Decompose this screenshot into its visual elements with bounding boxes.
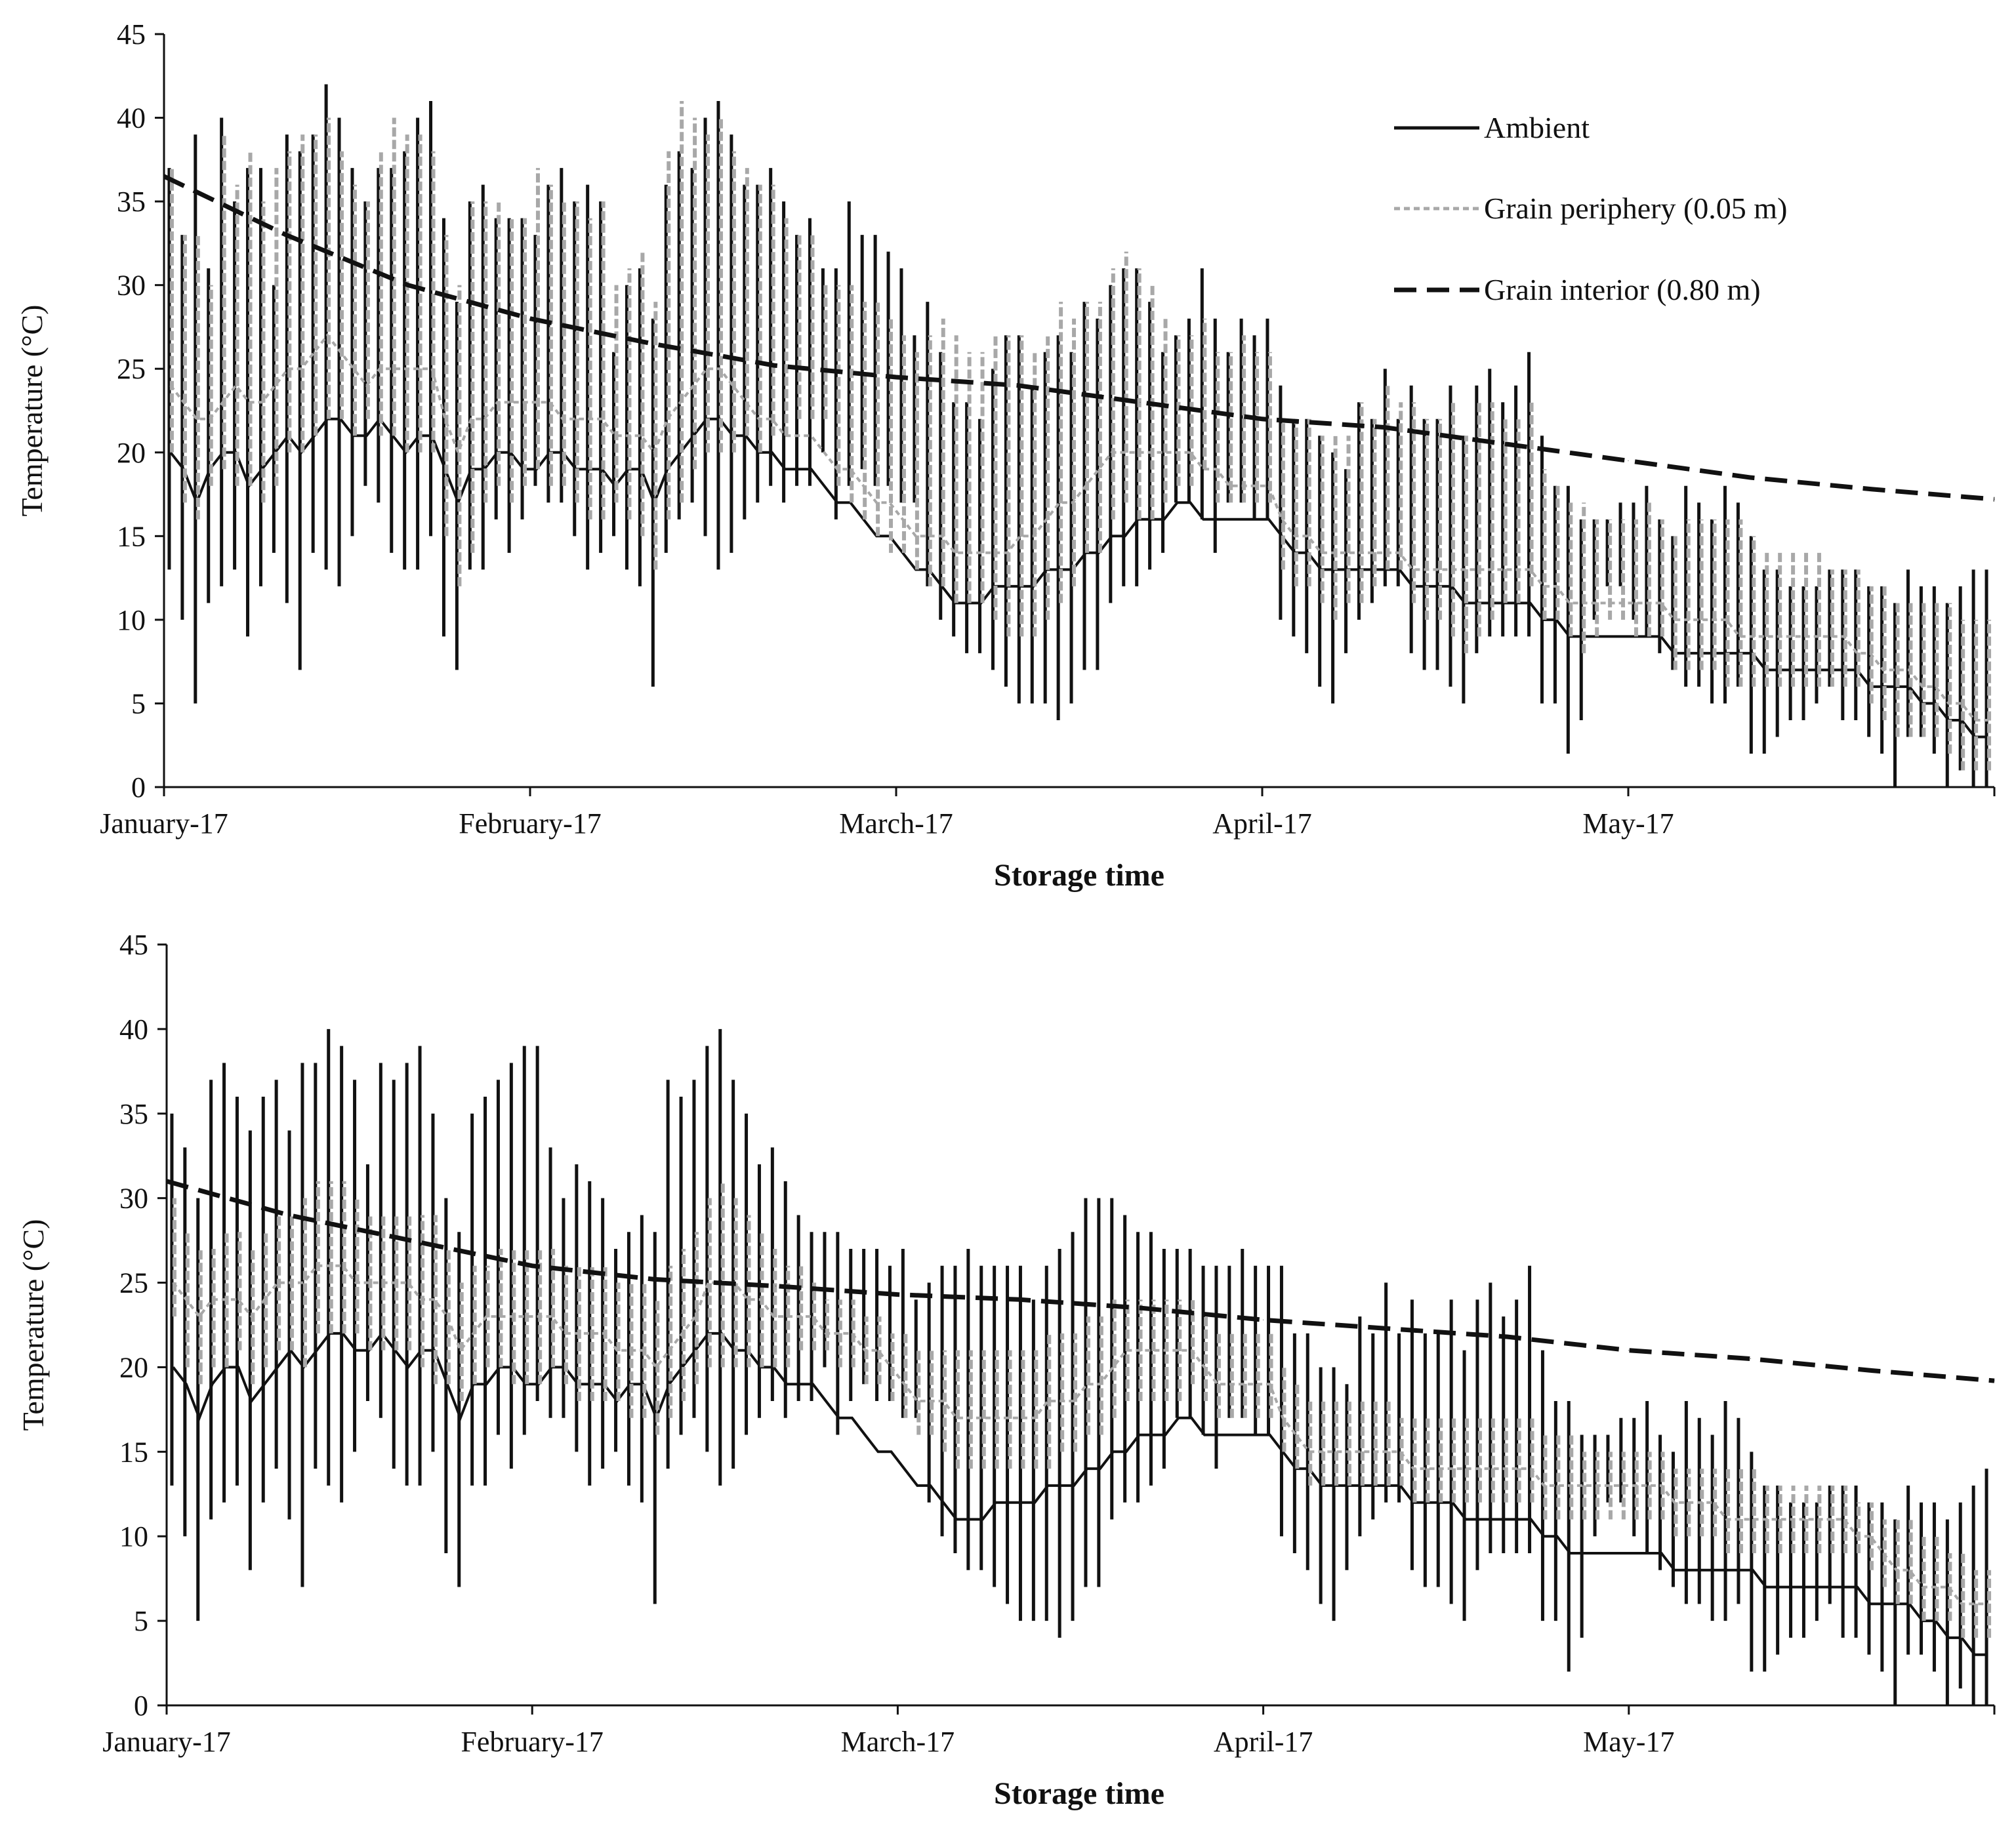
chart-top: 0 5 10 15 20 25 30 35 40 45 January-17 February-17… bbox=[15, 18, 1996, 893]
y-tick-label-bottom: 45 bbox=[119, 929, 148, 961]
grain-interior-0-80-m-point bbox=[529, 318, 531, 319]
y-tick-label-bottom: 5 bbox=[134, 1605, 148, 1637]
grain-interior-0-80-m-point bbox=[1141, 1307, 1142, 1309]
series-grain-periphery-0-05-m-bottom bbox=[172, 1181, 1992, 1638]
y-tick-label-bottom: 15 bbox=[119, 1436, 148, 1468]
y-tick-label-top: 35 bbox=[117, 186, 146, 218]
grain-interior-0-80-m-point bbox=[1872, 1370, 1873, 1372]
x-axis-title-top: Storage time bbox=[994, 858, 1164, 893]
y-axis-title-bottom: Temperature (°C) bbox=[16, 1219, 50, 1431]
y-tick-label-top: 0 bbox=[131, 771, 146, 803]
x-tick-label-bottom: February-17 bbox=[461, 1726, 604, 1758]
plot-area-bottom bbox=[166, 1028, 1995, 1705]
x-tick-label-top: March-17 bbox=[839, 807, 953, 840]
x-tick-label-bottom: April-17 bbox=[1214, 1726, 1313, 1758]
plot-area-top bbox=[163, 84, 1995, 787]
grain-interior-0-80-m-point bbox=[1994, 498, 1995, 500]
y-tick-label-top: 10 bbox=[117, 604, 146, 636]
legend: Ambient Grain periphery (0.05 m) Grain i… bbox=[1394, 111, 1787, 306]
x-tick-label-top: April-17 bbox=[1212, 807, 1312, 840]
y-tick-label-bottom: 30 bbox=[119, 1183, 148, 1215]
y-tick-label-bottom: 35 bbox=[119, 1098, 148, 1130]
grain-interior-0-80-m-point bbox=[1262, 418, 1263, 420]
grain-interior-0-80-m-point bbox=[653, 1278, 655, 1280]
grain-interior-0-80-m-point bbox=[651, 343, 653, 344]
y-tick-label-bottom: 40 bbox=[119, 1013, 148, 1046]
series-ambient-top bbox=[167, 84, 1988, 787]
x-tick-label-bottom: March-17 bbox=[841, 1726, 955, 1758]
legend-label-grain-periphery: Grain periphery (0.05 m) bbox=[1484, 192, 1787, 225]
grain-interior-0-80-m-line bbox=[163, 174, 1995, 502]
grain-interior-0-80-m-point bbox=[1140, 401, 1141, 403]
grain-periphery-0-05-m-mean-line bbox=[169, 333, 1988, 722]
grain-interior-0-80-m-point bbox=[1628, 460, 1629, 462]
y-tick-label-bottom: 20 bbox=[119, 1351, 148, 1383]
y-tick-label-top: 15 bbox=[117, 520, 146, 552]
y-tick-label-bottom: 0 bbox=[134, 1690, 148, 1722]
y-tick-label-top: 20 bbox=[117, 437, 146, 469]
y-tick-label-top: 25 bbox=[117, 353, 146, 385]
grain-interior-0-80-m-point bbox=[1628, 1350, 1630, 1351]
grain-interior-0-80-m-point bbox=[409, 1240, 411, 1241]
grain-interior-0-80-m-point bbox=[1018, 385, 1019, 386]
legend-label-ambient: Ambient bbox=[1484, 111, 1590, 144]
grain-interior-0-80-m-line bbox=[166, 1179, 1995, 1383]
grain-interior-0-80-m-point bbox=[1506, 443, 1507, 445]
series-ambient-bottom bbox=[170, 1028, 1988, 1705]
x-tick-label-top: January-17 bbox=[100, 807, 228, 840]
x-tick-label-top: May-17 bbox=[1582, 807, 1674, 840]
y-tick-label-bottom: 10 bbox=[119, 1520, 148, 1553]
grain-interior-0-80-m-point bbox=[895, 376, 897, 378]
grain-interior-0-80-m-point bbox=[1750, 1358, 1752, 1360]
y-tick-label-bottom: 25 bbox=[119, 1267, 148, 1299]
y-tick-label-top: 30 bbox=[117, 270, 146, 302]
grain-interior-0-80-m-point bbox=[531, 1265, 533, 1267]
x-axis-title-bottom: Storage time bbox=[994, 1776, 1164, 1811]
grain-interior-0-80-m-point bbox=[1384, 1328, 1386, 1329]
grain-interior-0-80-m-point bbox=[1384, 427, 1385, 428]
grain-interior-0-80-m-point bbox=[1019, 1299, 1020, 1300]
grain-periphery-0-05-m-mean-line bbox=[172, 1264, 1988, 1606]
grain-interior-0-80-m-point bbox=[773, 365, 775, 366]
x-ticks-top: January-17 February-17 March-17 April-17 May… bbox=[100, 787, 1996, 840]
chart-bottom: 0 5 10 15 20 25 30 35 40 45 January-17 February-17… bbox=[16, 929, 1996, 1811]
series-grain-periphery-0-05-m-top bbox=[169, 101, 1992, 771]
x-tick-label-top: February-17 bbox=[459, 807, 602, 840]
grain-interior-0-80-m-point bbox=[897, 1294, 898, 1295]
y-ticks-top: 0 5 10 15 20 25 30 35 40 45 bbox=[117, 18, 164, 803]
y-ticks-bottom: 0 5 10 15 20 25 30 35 40 45 bbox=[119, 929, 167, 1722]
series-grain-interior-0-80-m-bottom bbox=[166, 1179, 1995, 1383]
x-tick-label-bottom: May-17 bbox=[1583, 1726, 1674, 1758]
x-ticks-bottom: January-17 February-17 March-17 April-17 May… bbox=[102, 1705, 1996, 1758]
y-tick-label-top: 40 bbox=[117, 102, 146, 134]
y-tick-label-top: 45 bbox=[117, 18, 146, 51]
x-tick-label-bottom: January-17 bbox=[102, 1726, 231, 1758]
y-tick-label-top: 5 bbox=[131, 687, 146, 720]
legend-label-grain-interior: Grain interior (0.80 m) bbox=[1484, 273, 1761, 306]
y-axis-title-top: Temperature (°C) bbox=[15, 305, 49, 517]
